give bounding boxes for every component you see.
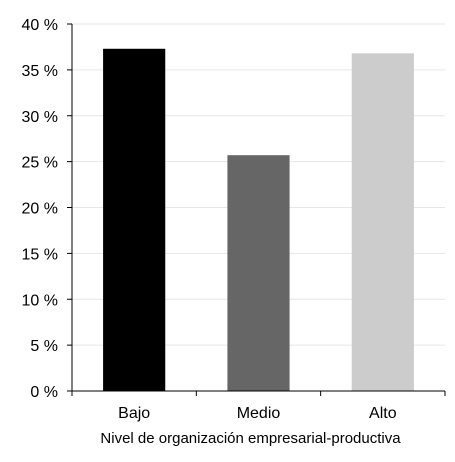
y-tick-label: 20 % xyxy=(22,201,58,218)
axes xyxy=(67,23,446,396)
y-tick-label: 0 % xyxy=(30,384,58,401)
y-tick-label: 25 % xyxy=(22,155,58,172)
bars xyxy=(103,48,414,392)
x-tick-label: Medio xyxy=(237,405,281,422)
y-tick-label: 35 % xyxy=(22,63,58,80)
x-axis-title: Nivel de organización empresarial-produc… xyxy=(100,430,401,447)
y-tick-label: 30 % xyxy=(22,109,58,126)
bar-alto xyxy=(351,53,414,392)
bar-bajo xyxy=(103,48,166,392)
x-tick-label: Bajo xyxy=(118,405,150,422)
y-tick-labels: 0 % 5 % 10 % 15 % 20 % 25 % 30 % 35 % 40 % xyxy=(22,17,58,401)
x-tick-label: Alto xyxy=(369,405,397,422)
bar-medio xyxy=(227,155,290,391)
y-tick-label: 40 % xyxy=(22,17,58,34)
y-tick-label: 10 % xyxy=(22,292,58,309)
y-tick-label: 5 % xyxy=(30,338,58,355)
x-tick-labels: Bajo Medio Alto xyxy=(118,405,397,422)
y-tick-label: 15 % xyxy=(22,246,58,263)
